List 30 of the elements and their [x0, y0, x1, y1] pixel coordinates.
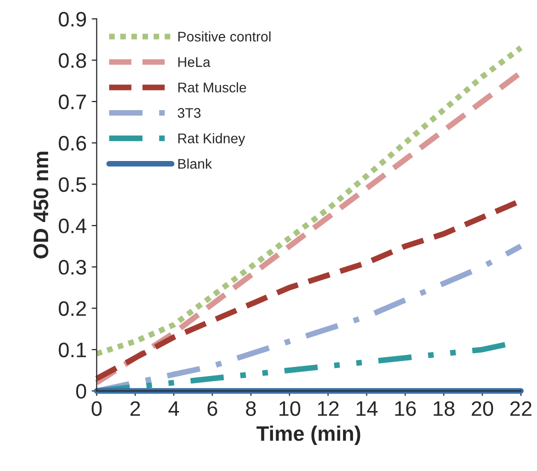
x-tick-label: 8 [246, 401, 256, 416]
legend-label: HeLa [178, 57, 210, 67]
x-tick-label: 12 [318, 401, 339, 416]
y-tick-label: 0.7 [58, 94, 86, 110]
x-tick-label: 20 [472, 401, 494, 416]
y-tick-label: 0.5 [58, 177, 86, 192]
x-tick-label: 10 [279, 401, 300, 416]
x-tick-label: 16 [395, 401, 416, 416]
x-tick-label: 4 [168, 401, 179, 416]
y-tick-label: 0.8 [58, 53, 86, 68]
x-tick-label: 6 [208, 401, 218, 416]
x-axis-title: Time (min) [256, 426, 360, 446]
legend-label: Positive control [178, 31, 270, 42]
y-tick-label: 0.6 [58, 136, 86, 151]
legend-label: Rat Muscle [178, 82, 246, 92]
y-axis-title: OD 450 nm [34, 152, 48, 258]
y-tick-label: 0.3 [58, 260, 86, 275]
y-tick-label: 0.2 [58, 301, 86, 316]
x-tick-label: 14 [356, 401, 378, 416]
x-tick-label: 18 [434, 401, 454, 416]
y-tick-label: 0.4 [58, 218, 86, 234]
x-tick-label: 22 [510, 401, 532, 416]
legend-label: Rat Kidney [178, 133, 246, 146]
y-tick-label: 0.9 [58, 12, 86, 27]
y-tick-label: 0 [76, 384, 86, 399]
x-tick-label: 2 [130, 401, 140, 416]
legend-label: Blank [178, 158, 212, 169]
x-tick-label: 0 [92, 401, 102, 416]
legend-label: 3T3 [178, 108, 201, 118]
y-tick-label: 0.1 [58, 342, 86, 358]
